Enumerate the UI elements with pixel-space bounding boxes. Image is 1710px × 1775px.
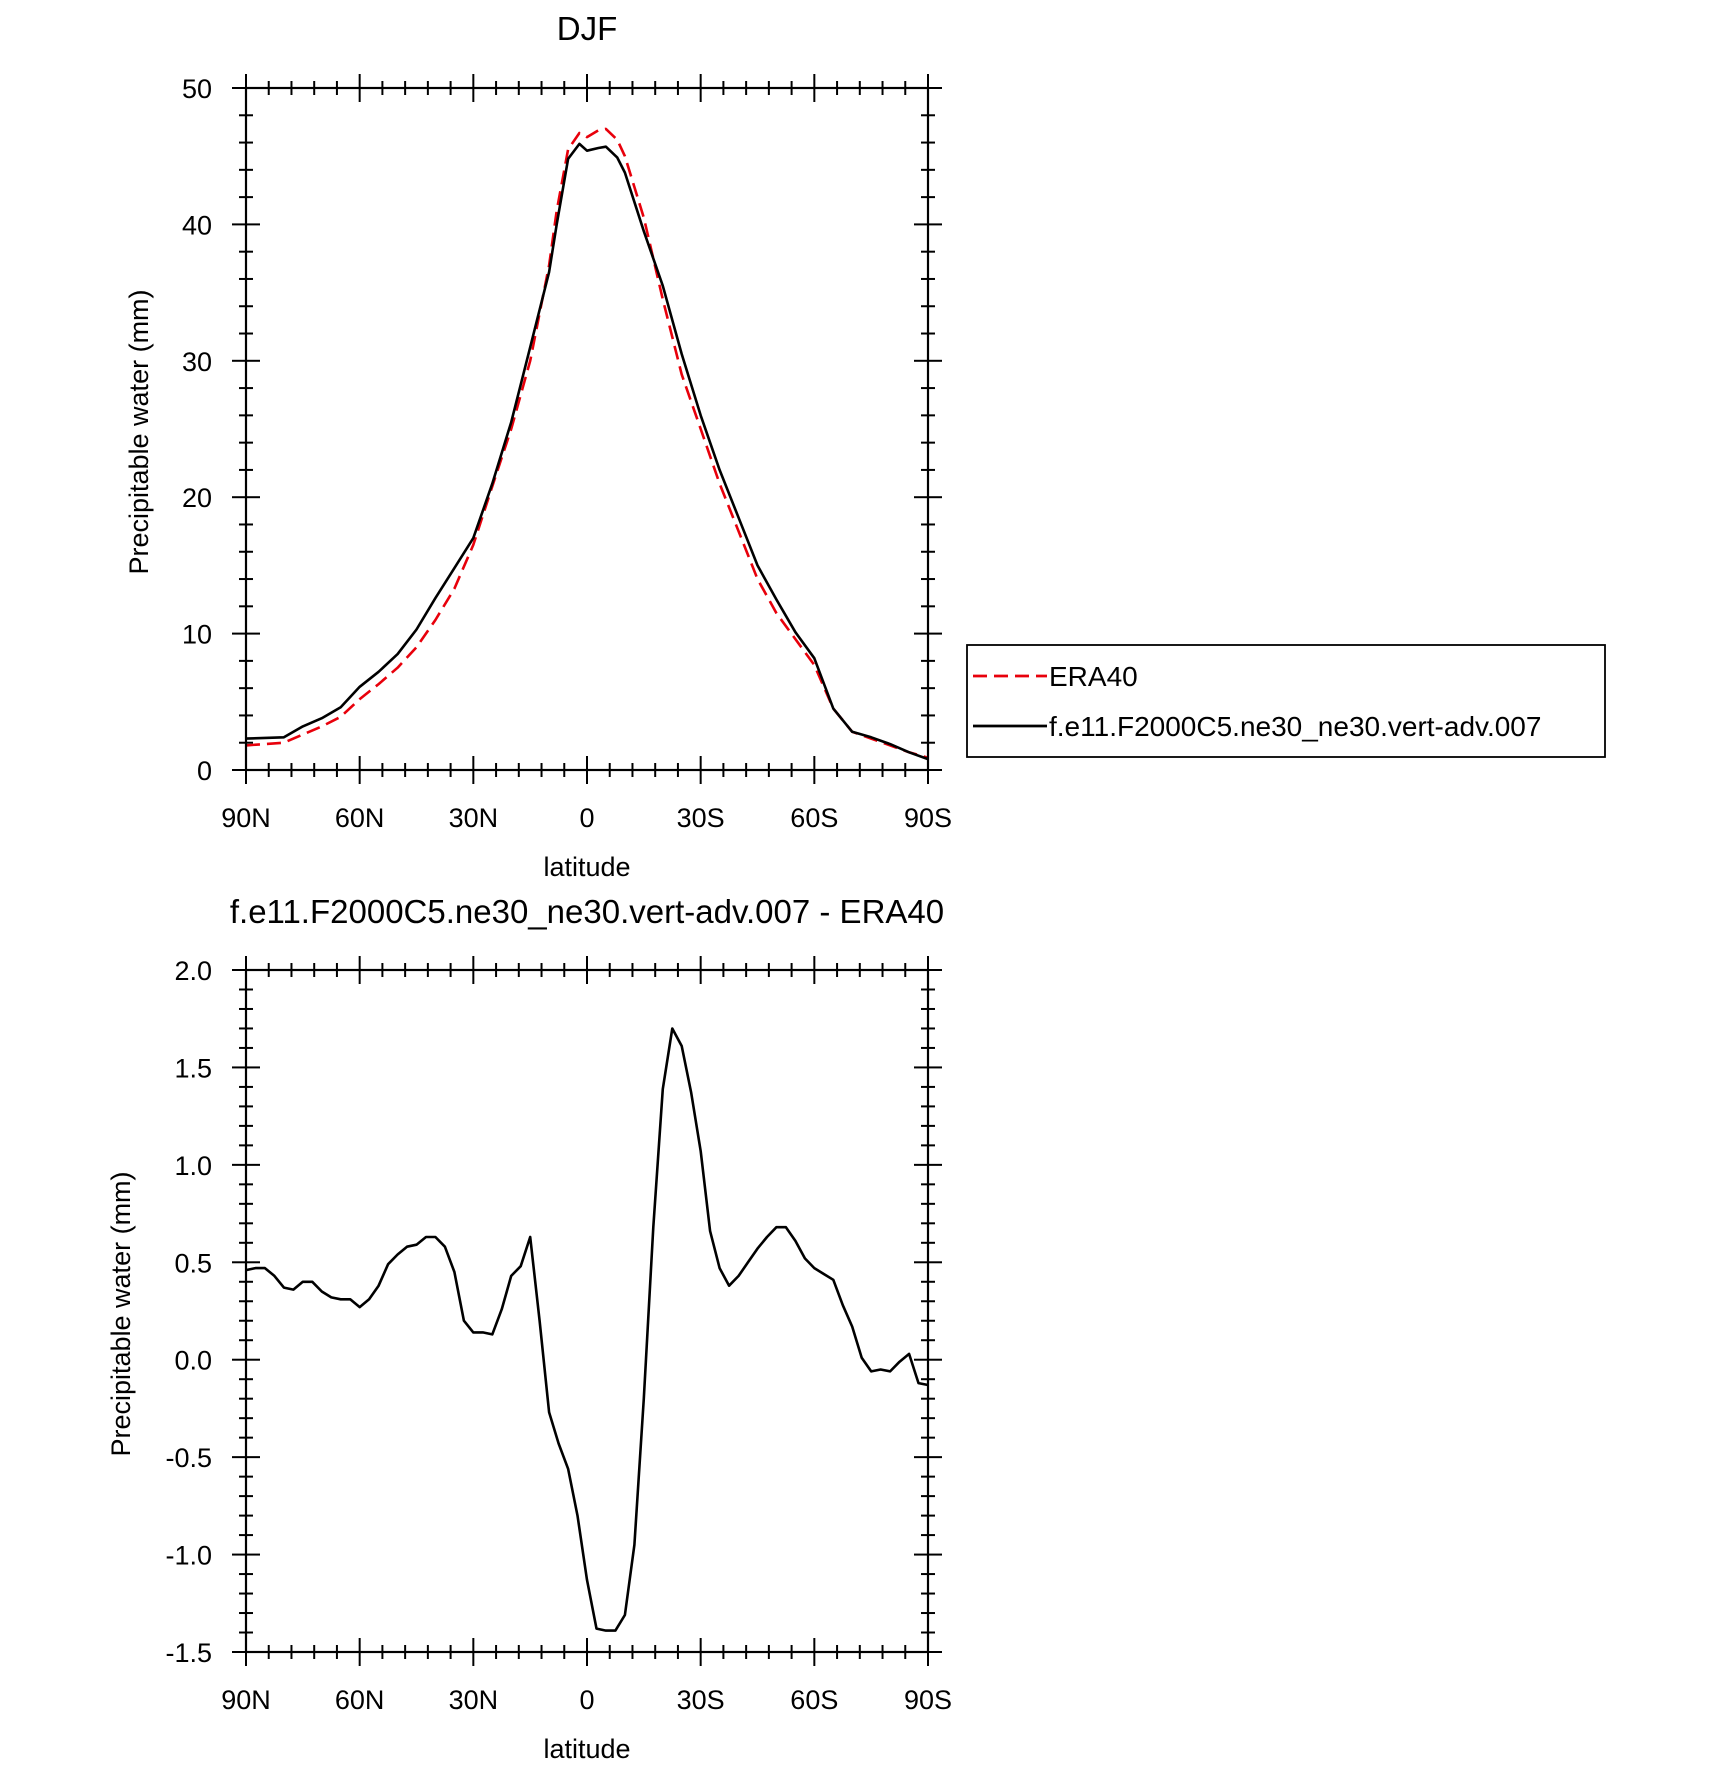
axis-ticks [232,74,942,784]
y-tick-label: -0.5 [165,1443,212,1473]
y-tick-label: -1.5 [165,1638,212,1668]
x-axis-label: latitude [543,852,630,882]
chart-title: DJF [557,10,618,47]
series-lines [245,127,929,761]
series-line-era40 [245,127,929,759]
y-tick-label: 2.0 [174,956,212,986]
x-axis-label: latitude [543,1734,630,1764]
plot-frame [244,968,930,1654]
tick-labels: 90N 60N 30N 0 30S 60S 90S -1.5 -1.0 -0.5 0.0 0.5 1.0… [165,956,952,1715]
legend: ERA40 f.e11.F2000C5.ne30_ne30.vert-adv.0… [966,644,1606,758]
x-tick-label: 90N [221,803,271,833]
y-tick-label: 0.0 [174,1346,212,1376]
x-tick-label: 60S [790,1685,838,1715]
x-tick-label: 90S [904,1685,952,1715]
legend-label-era40: ERA40 [1049,661,1138,692]
x-tick-label: 0 [579,803,594,833]
panel-djf: DJF Precipitable water (mm) latitude 90N… [124,10,952,882]
y-tick-label: 50 [182,74,212,104]
tick-labels: 90N 60N 30N 0 30S 60S 90S 0 10 20 30 40 50 [182,74,952,833]
x-tick-label: 90S [904,803,952,833]
y-tick-label: 30 [182,347,212,377]
y-tick-label: -1.0 [165,1541,212,1571]
y-tick-label: 10 [182,620,212,650]
legend-label-model: f.e11.F2000C5.ne30_ne30.vert-adv.007 [1049,711,1541,742]
y-tick-label: 20 [182,483,212,513]
series-line-difference [245,1027,929,1632]
x-tick-label: 60N [335,1685,385,1715]
chart-title: f.e11.F2000C5.ne30_ne30.vert-adv.007 - E… [230,893,944,930]
y-tick-label: 0 [197,756,212,786]
x-tick-label: 60N [335,803,385,833]
x-tick-label: 30N [449,1685,499,1715]
series-lines [245,1027,929,1632]
series-line-f-e11-f2000c5-ne30-ne30-vert-adv-007 [245,142,929,761]
panel-difference: f.e11.F2000C5.ne30_ne30.vert-adv.007 - E… [106,893,952,1764]
x-tick-label: 0 [579,1685,594,1715]
y-axis-label: Precipitable water (mm) [106,1171,136,1456]
x-tick-label: 90N [221,1685,271,1715]
x-tick-label: 30N [449,803,499,833]
y-axis-label: Precipitable water (mm) [124,289,154,574]
y-tick-label: 1.0 [174,1151,212,1181]
y-tick-label: 40 [182,210,212,240]
y-tick-label: 1.5 [174,1053,212,1083]
x-tick-label: 30S [677,1685,725,1715]
axis-ticks [232,956,942,1666]
x-tick-label: 30S [677,803,725,833]
y-tick-label: 0.5 [174,1248,212,1278]
legend-box [966,644,1606,758]
plot-frame [244,86,930,772]
x-tick-label: 60S [790,803,838,833]
